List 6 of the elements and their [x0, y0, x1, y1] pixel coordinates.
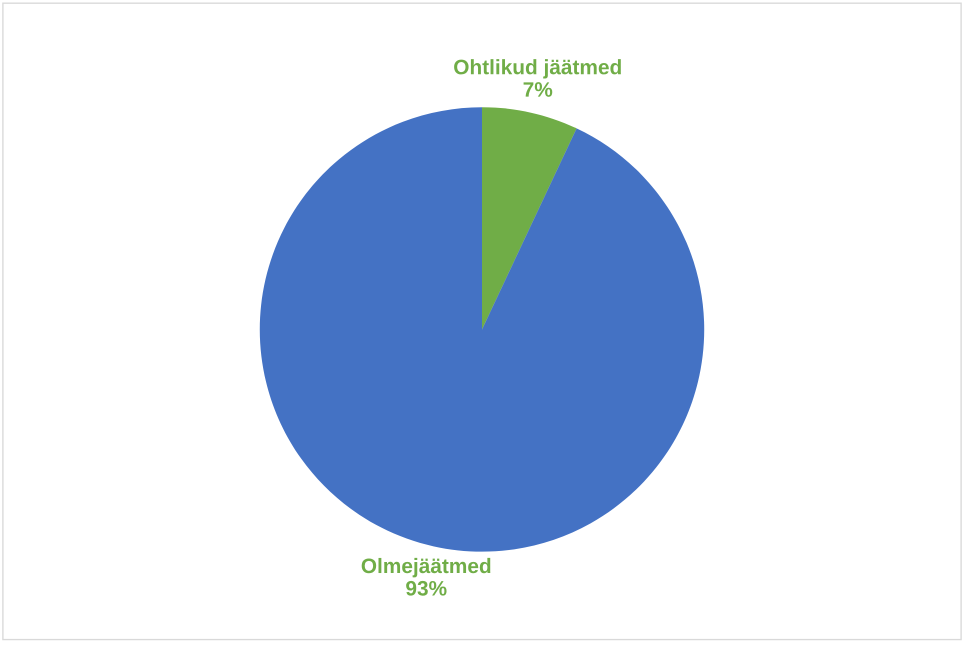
data-label: 7%: [524, 82, 552, 97]
pie-slice: [260, 107, 704, 552]
pie-slice: [482, 107, 577, 330]
slice-label: Ohtlikud jäätmed: [454, 59, 621, 79]
data-label: 93%: [406, 580, 447, 596]
slice-label: Olmejäätmed: [362, 558, 490, 578]
